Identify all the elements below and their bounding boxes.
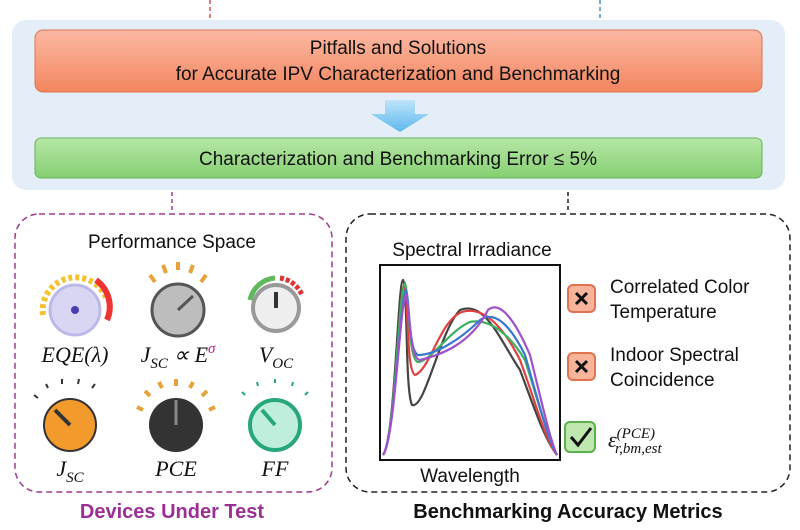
metric-text: Correlated Color <box>610 277 750 298</box>
label-part: V <box>259 342 275 367</box>
metric-text: Indoor Spectral <box>610 345 739 366</box>
cross-icon <box>567 284 596 313</box>
math-label: EQE(λ) <box>41 342 109 367</box>
plot-frame <box>379 264 561 461</box>
label-part: r,bm,est <box>615 441 663 457</box>
caption: Devices Under Test <box>80 501 264 523</box>
title-line: Pitfalls and Solutions <box>310 38 486 59</box>
metric-text: Coincidence <box>610 370 715 391</box>
check-icon <box>564 421 596 453</box>
label-part: ε <box>608 427 617 452</box>
knob <box>148 262 208 338</box>
label-part: (PCE) <box>617 426 655 442</box>
math-label: ε(PCE) r,bm,est <box>608 426 663 457</box>
title-line: for Accurate IPV Characterization and Be… <box>176 64 621 85</box>
spectra <box>382 278 558 456</box>
goal-box <box>34 137 763 179</box>
math-label: JSC <box>56 456 84 486</box>
label-part: σ <box>208 341 216 357</box>
label-part: FF <box>261 456 289 481</box>
math-label: VOC <box>259 342 294 372</box>
devices-panel <box>14 213 333 493</box>
knob <box>247 275 305 333</box>
label-part: PCE <box>154 456 197 481</box>
label-part: J <box>56 456 67 481</box>
knob <box>241 379 309 452</box>
label-part: ∝ E <box>168 342 209 367</box>
plot-title: Spectral Irradiance <box>392 240 551 261</box>
plot-xlabel: Wavelength <box>420 466 520 487</box>
arrow <box>371 100 429 132</box>
metric-text: Temperature <box>610 302 717 323</box>
title-box <box>34 29 763 93</box>
caption: Benchmarking Accuracy Metrics <box>413 501 722 523</box>
label-part: SC <box>150 356 169 372</box>
label-part: EQE(λ) <box>41 342 109 367</box>
label-part: J <box>141 342 152 367</box>
math-label: FF <box>261 456 289 481</box>
goal-text: Characterization and Benchmarking Error … <box>199 149 597 170</box>
label-part: OC <box>272 356 294 372</box>
cross-icon <box>567 352 596 381</box>
label-part: SC <box>66 470 85 486</box>
panel-title: Performance Space <box>88 232 256 253</box>
knob <box>33 378 97 452</box>
knob <box>39 274 113 337</box>
math-label: PCE <box>154 456 197 481</box>
math-label: JSC ∝ Eσ <box>141 341 216 372</box>
knob <box>136 379 216 452</box>
